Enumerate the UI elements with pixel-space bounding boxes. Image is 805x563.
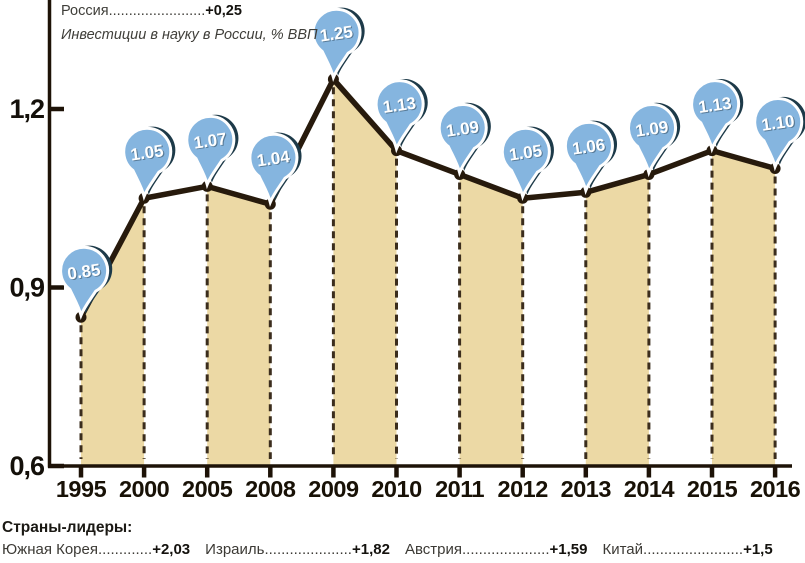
- year-label: 2010: [371, 476, 422, 502]
- chart-band: [712, 150, 776, 465]
- year-label: 2011: [435, 476, 484, 502]
- pin-body: [563, 120, 614, 196]
- pin-body: [59, 245, 110, 320]
- year-label: 2013: [561, 476, 612, 502]
- leader-dots: .....................: [461, 540, 550, 558]
- leader-value: +1,82: [351, 540, 390, 558]
- value-pin-2013: 1.061.06: [563, 120, 618, 196]
- leader-item: Китай........................+1,5: [602, 541, 772, 559]
- pin-body: [500, 126, 551, 201]
- leader-dots: ........................: [643, 540, 744, 558]
- year-label: 2009: [308, 476, 359, 502]
- year-label: 2005: [182, 476, 233, 502]
- russia-value: +0,25: [205, 3, 242, 19]
- pin-label: 0.85: [66, 260, 101, 283]
- pin-body: [753, 97, 804, 172]
- leaders-title: Страны-лидеры:: [2, 519, 133, 536]
- value-pin-1995: 0.850.85: [59, 245, 113, 320]
- pin-body: [437, 103, 488, 178]
- data-line: [78, 76, 778, 320]
- pin-body: [627, 103, 677, 178]
- year-label: 2012: [498, 476, 549, 502]
- leader-value: +2,03: [152, 540, 191, 558]
- pin-label-shadow: 1.09: [635, 118, 670, 141]
- pin-label: 1.04: [256, 147, 292, 170]
- year-label: 2000: [119, 476, 170, 502]
- year-label: 2014: [624, 476, 675, 502]
- y-tick-label: 0,6: [9, 451, 45, 481]
- leader-value: +1,59: [549, 540, 588, 558]
- pin-label-shadow: 1.13: [383, 94, 418, 117]
- pin-body: [311, 7, 362, 82]
- leader-name: Австрия: [404, 540, 462, 558]
- leader-name: Китай: [602, 540, 644, 558]
- pin-label-shadow: 1.04: [257, 148, 293, 171]
- pin-body: [248, 132, 299, 207]
- russia-label: Россия: [61, 3, 109, 19]
- value-pin-2012: 1.051.05: [500, 126, 554, 201]
- leader-value: +1,5: [743, 540, 773, 558]
- pin-label-shadow: 1.06: [572, 136, 607, 159]
- year-label: 2008: [245, 476, 296, 502]
- pin-label: 1.09: [634, 117, 669, 140]
- pin-label: 1.05: [129, 141, 164, 164]
- pin-label: 1.10: [760, 111, 795, 134]
- pin-body: [122, 126, 173, 201]
- chart-band: [81, 198, 145, 465]
- leader-dots: .............: [98, 540, 153, 558]
- value-pin-2000: 1.051.05: [122, 126, 176, 201]
- pin-label-shadow: 1.05: [509, 142, 544, 165]
- pin-body: [374, 79, 425, 154]
- leader-name: Южная Корея: [2, 540, 98, 558]
- pin-label-shadow: 1.25: [320, 23, 355, 46]
- value-pin-2005: 1.071.07: [185, 114, 239, 190]
- pin-label-shadow: 1.13: [698, 94, 733, 117]
- pin-label-shadow: 1.07: [194, 130, 229, 153]
- pin-label: 1.07: [192, 129, 227, 152]
- leader-item: Австрия.....................+1,59: [405, 541, 588, 559]
- chart-band: [333, 79, 397, 465]
- leader-name: Израиль: [205, 540, 265, 558]
- chart-band: [207, 186, 271, 465]
- leader-dots: .....................: [264, 540, 352, 558]
- value-pin-2016: 1.101.10: [753, 96, 805, 172]
- year-label: 1995: [56, 476, 107, 502]
- chart-band: [459, 174, 523, 465]
- pin-label: 1.13: [382, 94, 417, 117]
- value-pin-2015: 1.131.13: [690, 79, 744, 154]
- pin-label: 1.09: [445, 117, 480, 140]
- pin-label: 1.05: [508, 141, 543, 164]
- pin-label: 1.13: [697, 94, 732, 117]
- leaders-footer: Страны-лидеры: Южная Корея.............+…: [2, 519, 773, 559]
- pin-body: [690, 79, 741, 154]
- year-label: 2016: [750, 476, 801, 502]
- pin-label: 1.06: [571, 135, 606, 158]
- russia-value-line: Россия........................+0,25: [61, 3, 318, 20]
- pin-label-shadow: 1.10: [761, 112, 796, 135]
- value-pin-2008: 1.041.04: [248, 132, 302, 207]
- investment-line-chart: 1,2 0,9 0,6 1995 2000 2005 2008 2009 2010 2011 201…: [9, 0, 805, 502]
- chart-band: [585, 174, 649, 465]
- y-tick-label: 0,9: [9, 273, 45, 303]
- pin-label-shadow: 0.85: [67, 261, 102, 284]
- leaders-row: Южная Корея.............+2,03 Израиль...…: [2, 541, 773, 559]
- value-pin-2011: 1.091.09: [437, 102, 491, 178]
- value-pin-2010: 1.131.13: [374, 79, 428, 154]
- pin-label: 1.25: [319, 22, 354, 45]
- leader-item: Израиль.....................+1,82: [205, 541, 390, 559]
- y-tick-label: 1,2: [9, 94, 44, 124]
- pin-body: [185, 114, 236, 190]
- pin-label-shadow: 1.05: [130, 142, 165, 165]
- chart-subtitle: Инвестиции в науку в России, % ВВП: [61, 26, 318, 43]
- year-label: 2015: [687, 476, 738, 502]
- pin-label-shadow: 1.09: [446, 118, 481, 141]
- leader-dots: ........................: [108, 3, 206, 19]
- chart-header: Россия........................+0,25 Инве…: [61, 3, 318, 43]
- value-pin-2009: 1.251.25: [311, 7, 365, 82]
- leader-item: Южная Корея.............+2,03: [2, 541, 190, 559]
- value-pin-2014: 1.091.09: [627, 102, 681, 178]
